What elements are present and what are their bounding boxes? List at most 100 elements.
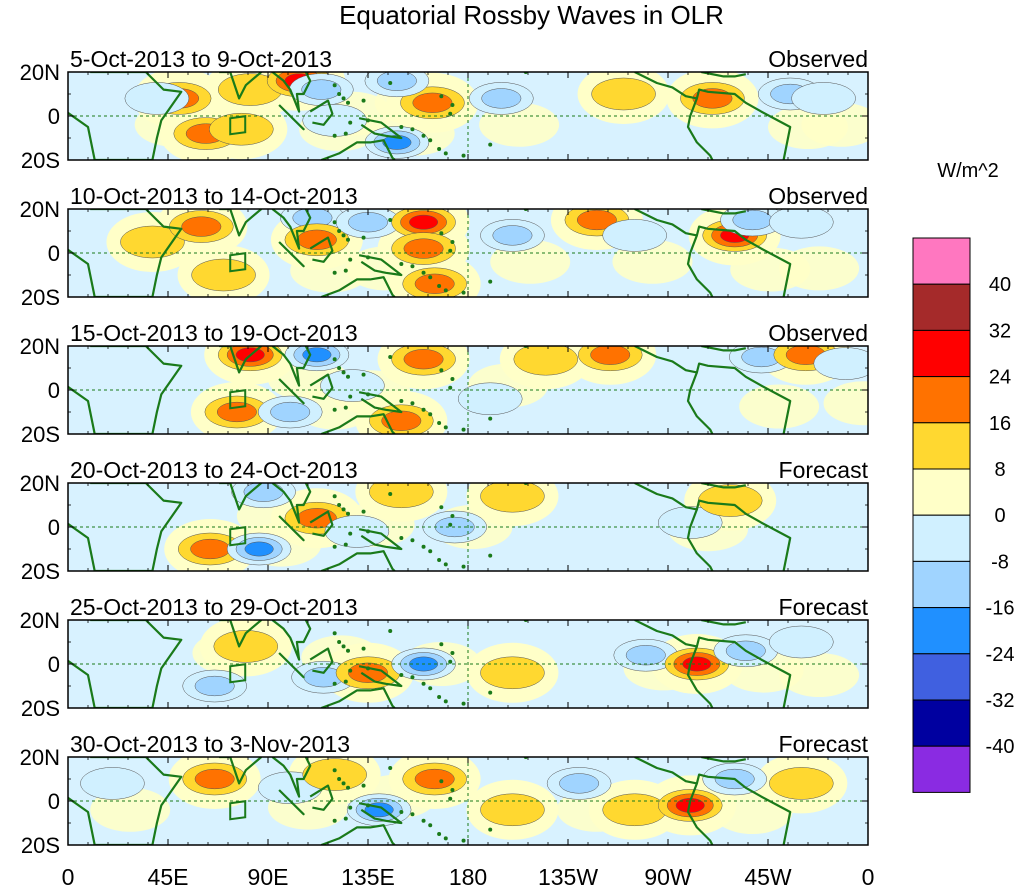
island bbox=[448, 522, 453, 527]
island bbox=[421, 407, 426, 412]
island bbox=[437, 284, 442, 288]
anomaly-halo bbox=[779, 246, 860, 291]
island bbox=[461, 701, 466, 706]
x-tick-label: 135E bbox=[341, 864, 395, 890]
coastline bbox=[320, 139, 396, 160]
x-tick-label: 90W bbox=[644, 864, 692, 890]
panel-period-label: 30-Oct-2013 to 3-Nov-2013 bbox=[70, 731, 350, 757]
island bbox=[488, 690, 493, 695]
anomaly-contour bbox=[602, 219, 667, 252]
colorbar-units: W/m^2 bbox=[937, 160, 999, 182]
anomaly-contour bbox=[480, 656, 545, 690]
island bbox=[361, 372, 366, 377]
island bbox=[450, 103, 455, 107]
island bbox=[346, 511, 350, 516]
region-box bbox=[229, 252, 247, 273]
island bbox=[399, 536, 404, 540]
coastline bbox=[358, 117, 403, 140]
island bbox=[366, 392, 370, 397]
coastline bbox=[634, 209, 792, 297]
anomaly-contour bbox=[403, 238, 444, 259]
anomaly-contour bbox=[412, 92, 453, 113]
island bbox=[366, 666, 370, 671]
island bbox=[388, 492, 393, 496]
anomaly-contour bbox=[301, 79, 342, 100]
island bbox=[388, 218, 393, 222]
coastline bbox=[320, 687, 396, 708]
y-tick-label: 0 bbox=[48, 652, 60, 677]
coastline bbox=[634, 346, 792, 434]
island bbox=[388, 629, 393, 633]
anomaly-contour bbox=[697, 484, 763, 517]
island bbox=[399, 810, 404, 814]
coastline bbox=[320, 413, 396, 434]
island bbox=[346, 648, 350, 653]
coastline bbox=[686, 235, 714, 297]
island bbox=[410, 127, 415, 132]
coastline bbox=[309, 373, 334, 400]
anomaly-contour bbox=[590, 346, 631, 365]
coastline bbox=[320, 824, 396, 845]
island bbox=[348, 531, 353, 536]
colorbar-swatch bbox=[912, 514, 971, 562]
island bbox=[448, 111, 453, 116]
coastline bbox=[634, 620, 792, 708]
island bbox=[343, 405, 348, 410]
island bbox=[488, 553, 493, 558]
island bbox=[337, 92, 342, 96]
island bbox=[346, 785, 350, 790]
island bbox=[443, 425, 448, 430]
island bbox=[388, 81, 393, 85]
colorbar-swatch bbox=[912, 237, 971, 285]
island bbox=[366, 118, 370, 123]
island bbox=[428, 549, 433, 554]
region-box bbox=[229, 663, 247, 684]
y-tick-label: 0 bbox=[48, 241, 60, 266]
y-tick-label: 20S bbox=[21, 696, 60, 721]
anomaly-contour bbox=[216, 401, 257, 423]
coastline bbox=[271, 483, 312, 524]
island bbox=[410, 675, 415, 680]
panel-period-label: 10-Oct-2013 to 14-Oct-2013 bbox=[70, 183, 358, 209]
island bbox=[439, 642, 444, 647]
island bbox=[437, 695, 442, 699]
panel-6: 20N 0 20S 30-Oct-2013 to 3-Nov-2013 Forecast bbox=[20, 731, 869, 858]
coastline bbox=[219, 483, 263, 511]
anomaly-contour bbox=[657, 506, 723, 539]
island bbox=[343, 679, 348, 684]
island bbox=[332, 681, 337, 686]
colorbar-label: 8 bbox=[994, 459, 1005, 481]
island bbox=[366, 529, 370, 534]
anomaly-contour bbox=[369, 483, 434, 509]
colorbar-swatch bbox=[912, 653, 971, 701]
panel-kind-label: Forecast bbox=[779, 594, 869, 620]
coastline bbox=[634, 72, 792, 160]
island bbox=[361, 235, 366, 240]
y-tick-label: 20N bbox=[20, 471, 60, 496]
coastline bbox=[320, 276, 396, 297]
colorbar-label: 32 bbox=[989, 320, 1011, 342]
anomaly-contour bbox=[409, 214, 439, 230]
anomaly-contour bbox=[602, 793, 667, 827]
coastline bbox=[309, 236, 334, 263]
panel-kind-label: Observed bbox=[768, 183, 868, 209]
island bbox=[343, 542, 348, 547]
island bbox=[361, 783, 366, 788]
anomaly-contour bbox=[348, 212, 388, 233]
island bbox=[439, 94, 444, 99]
panel-5: 20N 0 20S 25-Oct-2013 to 29-Oct-2013 Forecas… bbox=[20, 594, 869, 721]
coastline bbox=[219, 72, 263, 100]
island bbox=[410, 264, 415, 269]
island bbox=[343, 268, 348, 273]
anomaly-contour bbox=[403, 349, 444, 370]
island bbox=[421, 270, 426, 275]
island bbox=[399, 673, 404, 677]
island bbox=[448, 385, 453, 390]
anomaly-contour bbox=[270, 401, 311, 423]
anomaly-contour bbox=[559, 773, 600, 794]
island bbox=[461, 153, 466, 158]
colorbar-swatch bbox=[912, 745, 971, 793]
x-tick-label: 45W bbox=[744, 864, 792, 890]
y-tick-label: 20S bbox=[21, 559, 60, 584]
